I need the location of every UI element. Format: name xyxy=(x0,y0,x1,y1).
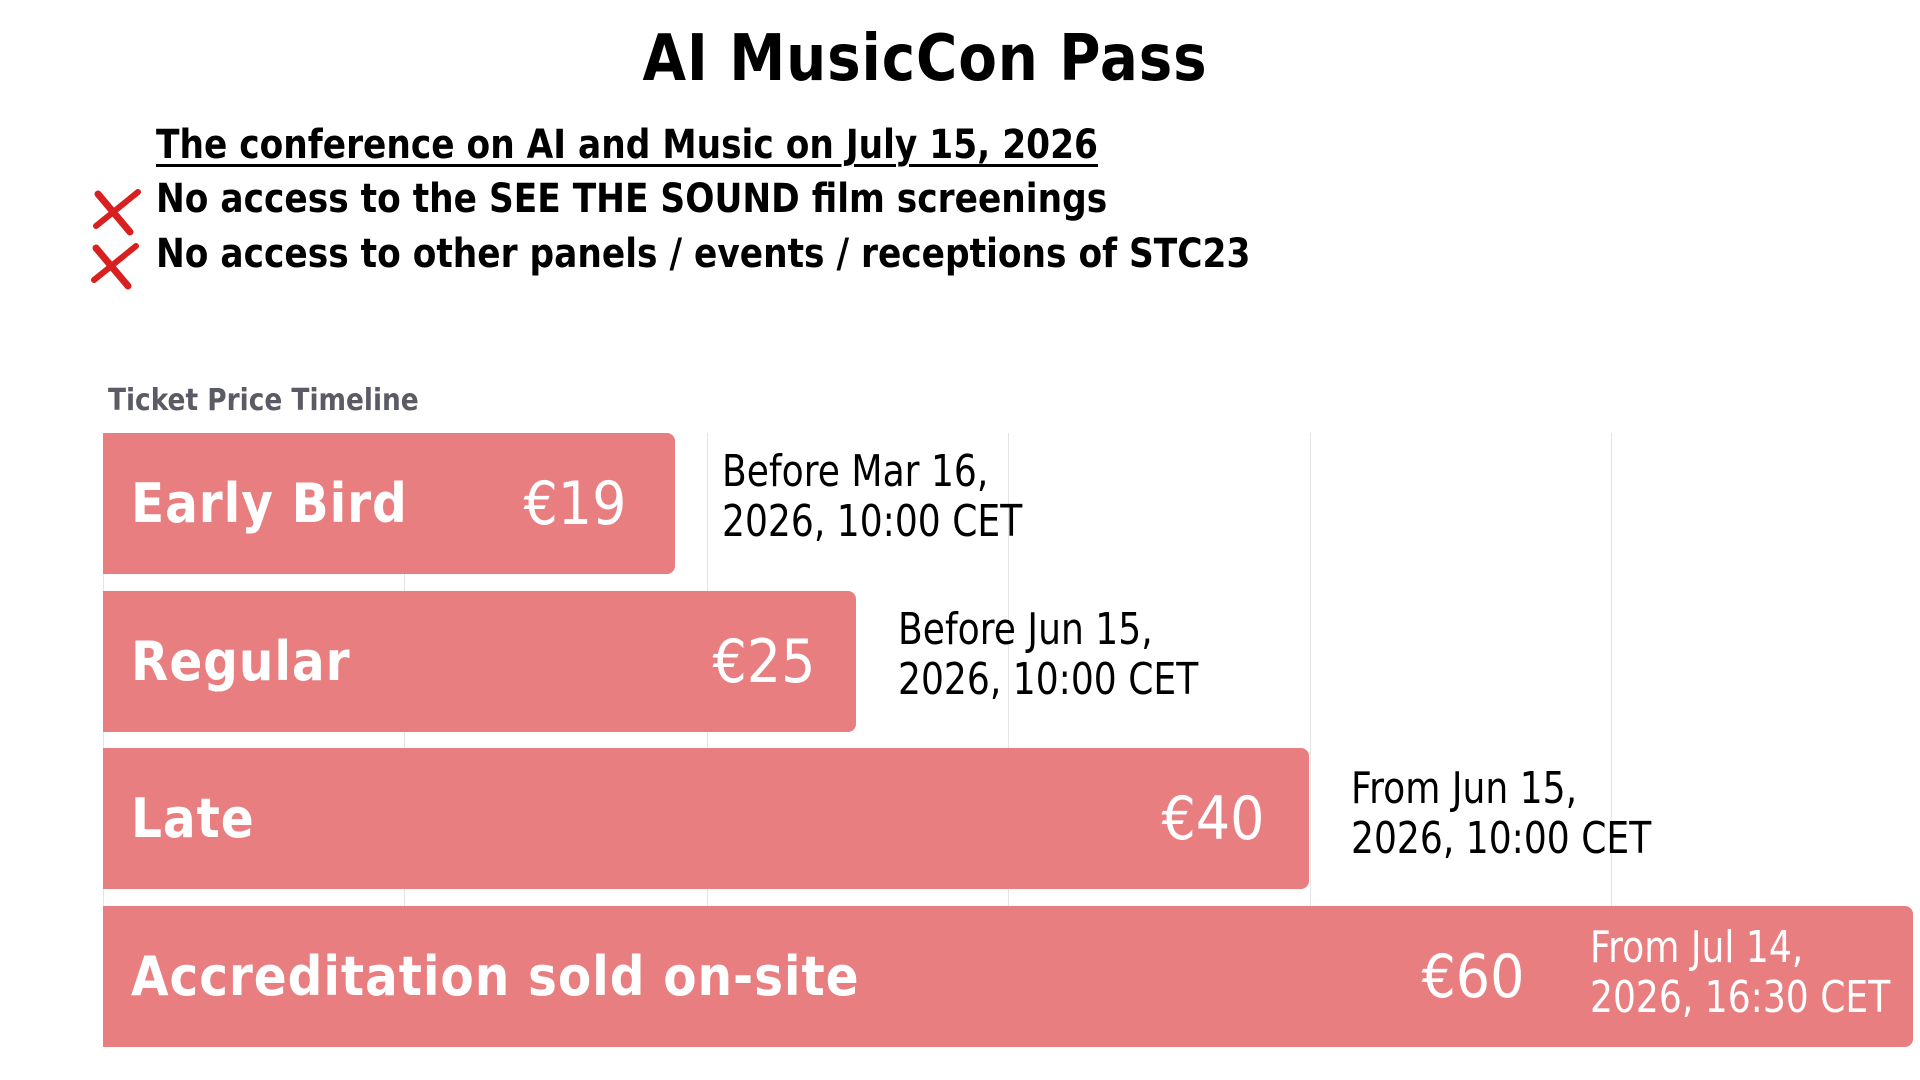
exclusion-other-events: No access to other panels / events / rec… xyxy=(156,231,1251,277)
gridline xyxy=(103,433,104,1047)
bar-late: Late €40 xyxy=(103,748,1309,889)
bar-accreditation-on-site: Accreditation sold on-site €60 xyxy=(103,906,1913,1047)
annotation-line: Before Mar 16, xyxy=(722,446,989,497)
bar-label: Late xyxy=(131,787,255,850)
cross-icon xyxy=(88,240,140,290)
bar-annotation: From Jul 14, 2026, 16:30 CET xyxy=(1590,923,1890,1023)
annotation-line: From Jun 15, xyxy=(1351,763,1578,814)
bar-value: €19 xyxy=(523,468,627,539)
bar-label: Early Bird xyxy=(131,472,408,535)
bar-annotation: Before Mar 16, 2026, 10:00 CET xyxy=(722,447,1022,547)
annotation-line: 2026, 10:00 CET xyxy=(1351,813,1652,864)
gridline xyxy=(707,433,708,1047)
annotation-line: 2026, 10:00 CET xyxy=(898,654,1199,705)
annotation-line: 2026, 10:00 CET xyxy=(722,496,1023,547)
annotation-line: 2026, 16:30 CET xyxy=(1590,972,1891,1023)
chart-title: Ticket Price Timeline xyxy=(108,383,419,418)
bar-regular: Regular €25 xyxy=(103,591,856,732)
page-title: AI MusicCon Pass xyxy=(642,22,1208,96)
exclusion-film-screenings: No access to the SEE THE SOUND film scre… xyxy=(156,176,1108,222)
cross-icon xyxy=(90,186,142,236)
bar-annotation: Before Jun 15, 2026, 10:00 CET xyxy=(898,605,1198,705)
gridline xyxy=(1008,433,1009,1047)
bar-early-bird: Early Bird €19 xyxy=(103,433,675,574)
bar-value: €40 xyxy=(1161,783,1265,854)
gridline xyxy=(404,433,405,1047)
annotation-line: Before Jun 15, xyxy=(898,604,1153,655)
annotation-line: From Jul 14, xyxy=(1590,922,1804,973)
bar-label: Regular xyxy=(131,630,351,693)
conference-subtitle: The conference on AI and Music on July 1… xyxy=(156,122,1098,168)
bar-value: €60 xyxy=(1421,941,1525,1012)
price-timeline-chart: Early Bird €19 Before Mar 16, 2026, 10:0… xyxy=(103,433,1920,1047)
bar-value: €25 xyxy=(712,626,816,697)
gridline xyxy=(1310,433,1311,1047)
gridline xyxy=(1611,433,1612,1047)
bar-annotation: From Jun 15, 2026, 10:00 CET xyxy=(1351,764,1651,864)
bar-label: Accreditation sold on-site xyxy=(131,945,860,1008)
